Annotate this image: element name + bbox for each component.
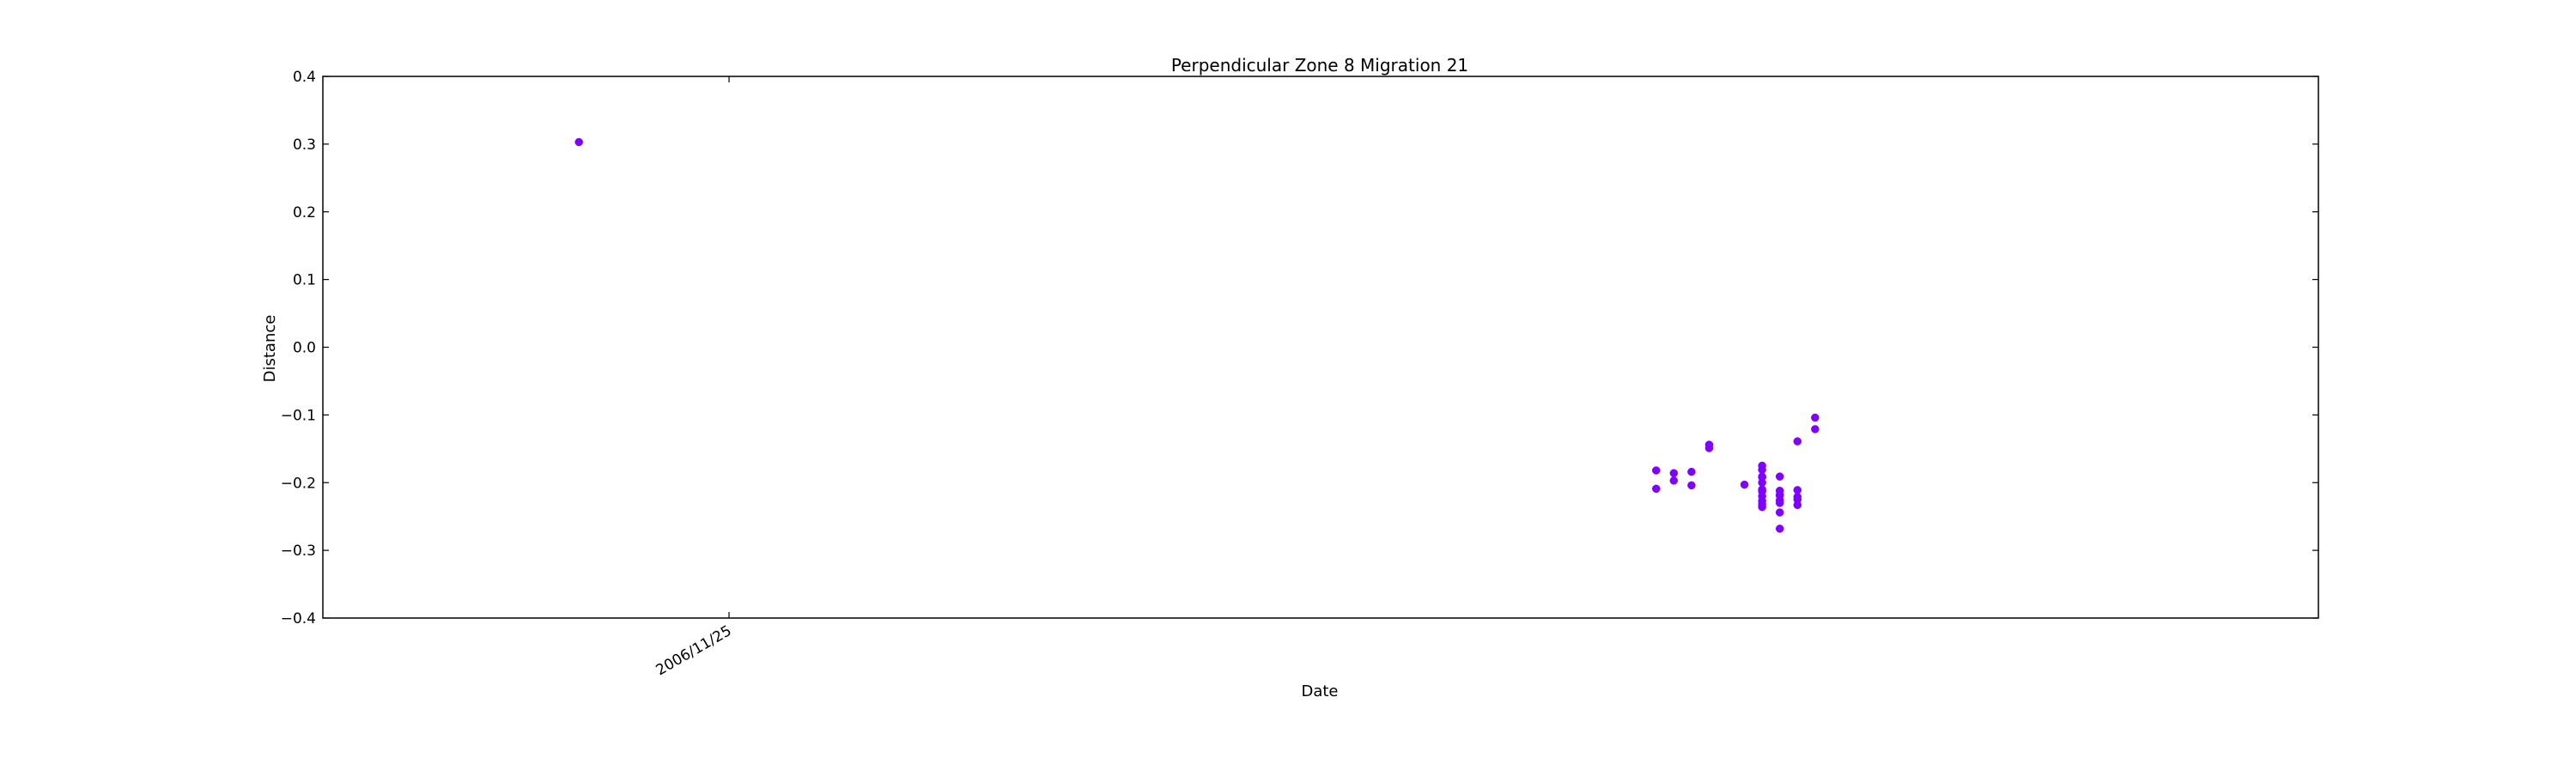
data-point [1775, 472, 1784, 481]
x-axis-label: Date [1301, 682, 1338, 700]
data-point [1669, 469, 1679, 477]
data-point [1775, 524, 1784, 533]
data-point [1793, 437, 1802, 446]
data-point [1793, 486, 1802, 494]
axis-ticks: 0.4 0.3 0.2 0.1 0.0 −0.1 −0.2 −0.3 −0.4 2006/11/2… [281, 69, 2318, 679]
data-point [1811, 413, 1820, 422]
y-tick-label: −0.4 [281, 610, 316, 627]
data-point [574, 137, 583, 147]
chart-title: Perpendicular Zone 8 Migration 21 [1171, 55, 1468, 76]
data-point [1704, 440, 1714, 449]
data-point [1758, 465, 1766, 475]
data-points [574, 137, 1820, 533]
y-tick-label: −0.2 [281, 475, 316, 492]
data-point [1793, 500, 1802, 510]
plot-area-frame [322, 76, 2319, 619]
y-axis-label: Distance [261, 315, 279, 383]
data-point [1775, 491, 1784, 500]
y-tick-label: −0.1 [281, 407, 316, 424]
data-point [1652, 466, 1661, 475]
y-tick-label: 0.3 [293, 136, 316, 154]
data-point [1669, 476, 1679, 485]
y-tick-label: 0.2 [293, 204, 316, 221]
y-tick-label: 0.0 [293, 340, 316, 357]
data-point [1758, 502, 1766, 512]
y-tick-label: 0.4 [293, 69, 316, 86]
data-point [1652, 484, 1661, 494]
data-point [1740, 480, 1749, 489]
data-point [1775, 508, 1784, 517]
x-tick-label: 2006/11/25 [653, 622, 735, 679]
y-tick-label: 0.1 [293, 272, 316, 289]
y-tick-label: −0.3 [281, 543, 316, 560]
data-point [1687, 467, 1696, 476]
data-point [1687, 481, 1696, 490]
data-point [1811, 425, 1820, 433]
data-point [1775, 499, 1784, 507]
